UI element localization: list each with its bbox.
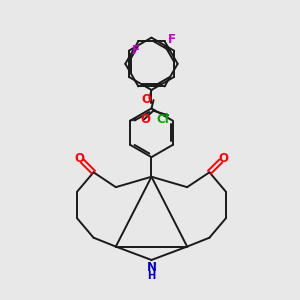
Text: F: F — [132, 44, 140, 57]
Text: F: F — [167, 33, 175, 46]
Text: Cl: Cl — [156, 112, 169, 126]
Text: O: O — [219, 152, 229, 164]
Text: H: H — [147, 271, 156, 281]
Text: O: O — [141, 93, 151, 106]
Text: O: O — [140, 112, 150, 126]
Text: N: N — [146, 261, 157, 274]
Text: O: O — [74, 152, 84, 164]
